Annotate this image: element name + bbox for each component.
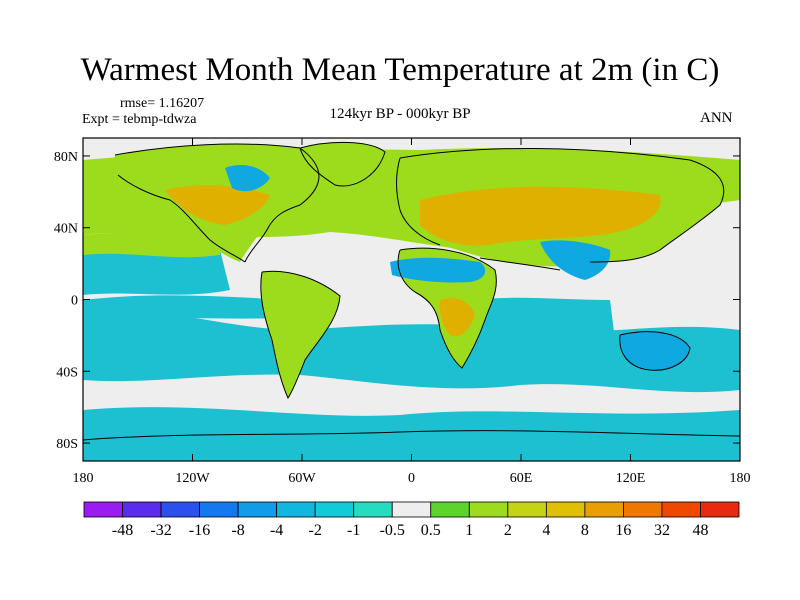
lat-tick-label: 80S [56, 437, 78, 452]
antarctic-cool-band [83, 407, 740, 461]
colorbar-label: 1 [465, 522, 473, 539]
coast-greenland [299, 141, 386, 187]
colorbar-label: -0.5 [380, 522, 405, 539]
pacific-warm-band [83, 233, 220, 258]
lat-tick-label: 0 [71, 294, 78, 309]
colorbar-label: -16 [189, 522, 210, 539]
north-america-hot-core [165, 185, 270, 225]
lat-tick-label: 40S [56, 365, 78, 380]
colorbar-box [122, 501, 162, 518]
lon-tick-label: 120E [616, 471, 646, 486]
lon-tick-label: 180 [730, 471, 751, 486]
colorbar-label: 8 [581, 522, 589, 539]
coast-australia [619, 331, 691, 371]
coast-eurasia [396, 148, 725, 271]
colorbar-box [199, 501, 239, 518]
colorbar-label: -8 [231, 522, 244, 539]
south-america-land [260, 271, 340, 398]
map-title: Warmest Month Mean Temperature at 2m (in… [80, 52, 720, 88]
lon-tick-label: 60E [510, 471, 533, 486]
colorbar-box [276, 501, 316, 518]
indian-ocean-cool [470, 297, 615, 344]
colorbar-box [314, 501, 355, 518]
colorbar-labels: -48 -32 -16 -8 -4 -2 -1 -0.5 0.5 1 2 4 8 16 32 48 [112, 522, 709, 539]
season-label: ANN [700, 110, 733, 126]
india-cool-patch [540, 240, 611, 280]
lon-tick-label: 120W [175, 471, 210, 486]
colorbar-label: -4 [270, 522, 283, 539]
colorbar [83, 501, 740, 518]
lon-tick-label: 180 [73, 471, 94, 486]
map-frame-group [82, 137, 741, 462]
colorbar-box [160, 501, 200, 518]
rmse-label: rmse= 1.16207 [120, 96, 205, 111]
colorbar-label: -1 [347, 522, 360, 539]
coast-africa [397, 247, 497, 369]
colorbar-box [468, 501, 509, 518]
longitude-ticks: 180 120W 60W 0 60E 120E 180 [73, 138, 751, 486]
colorbar-label: -32 [150, 522, 171, 539]
colorbar-label: 4 [542, 522, 550, 539]
equatorial-pacific-cool [83, 295, 290, 319]
lon-tick-label: 0 [408, 471, 415, 486]
colorbar-label: 16 [615, 522, 631, 539]
colorbar-label: -2 [309, 522, 322, 539]
colorbar-box [353, 501, 393, 518]
eurasia-hot-core [420, 186, 661, 246]
coastlines [83, 141, 740, 441]
australia-land [619, 331, 690, 371]
colorbar-box [700, 501, 740, 518]
temperature-field [83, 142, 740, 461]
colorbar-box [507, 501, 547, 518]
colorbar-box [83, 501, 123, 518]
colorbar-box [661, 501, 701, 518]
coast-antarctica [83, 430, 740, 441]
africa-hot-core [439, 298, 475, 337]
colorbar-box [584, 501, 624, 518]
colorbar-box [237, 501, 278, 518]
coast-north-america [114, 143, 320, 263]
coast-south-america [260, 270, 341, 400]
colorbar-label: 0.5 [421, 522, 441, 539]
period-label: 124kyr BP - 000kyr BP [329, 106, 471, 122]
colorbar-box [430, 501, 470, 518]
colorbar-label: 32 [654, 522, 670, 539]
colorbar-label: 48 [692, 522, 708, 539]
hudson-cool-patch [225, 165, 270, 192]
colorbar-box [623, 501, 663, 518]
sahara-cool-patch [390, 257, 486, 283]
north-pacific-cool-band [83, 250, 230, 295]
colorbar-label: 2 [504, 522, 512, 539]
colorbar-box [391, 501, 432, 518]
experiment-label: Expt = tebmp-tdwza [82, 112, 197, 127]
colorbar-label: -48 [112, 522, 133, 539]
lat-tick-label: 80N [54, 150, 78, 165]
colorbar-box [545, 501, 586, 518]
lat-tick-label: 40N [54, 222, 78, 237]
latitude-ticks: 80N 40N 0 40S 80S [54, 150, 740, 452]
lon-tick-label: 60W [288, 471, 316, 486]
